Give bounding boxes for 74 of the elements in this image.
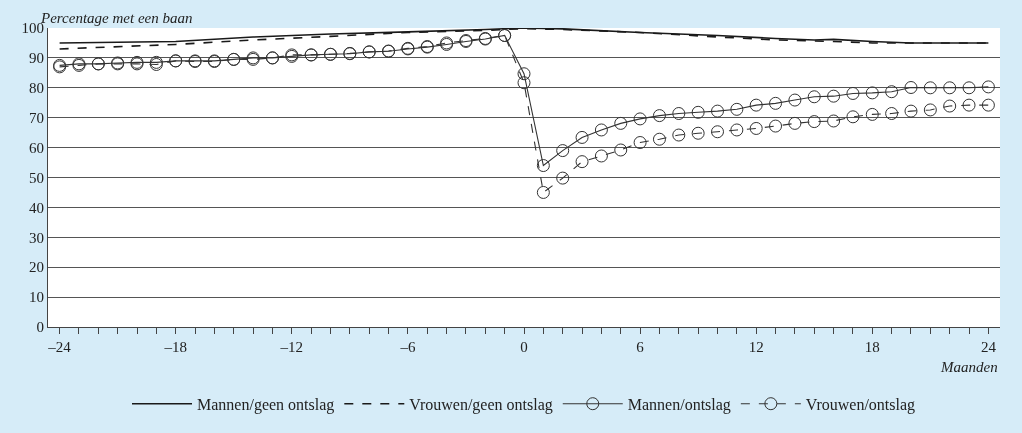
point <box>749 121 763 135</box>
x-tick-label: 0 <box>520 339 528 355</box>
y-tick-label: 30 <box>29 229 44 246</box>
point <box>711 125 724 139</box>
point <box>981 98 995 112</box>
point <box>575 155 589 169</box>
y-tick-label: 80 <box>29 80 44 97</box>
y-tick-label: 10 <box>29 289 44 306</box>
point <box>865 107 879 121</box>
point <box>652 109 666 123</box>
y-tick-label: 50 <box>29 169 44 186</box>
point <box>672 128 686 142</box>
point <box>923 103 937 117</box>
y-tick-label: 90 <box>29 50 44 67</box>
point <box>943 99 957 113</box>
y-tick-label: 40 <box>29 199 44 216</box>
point <box>846 110 860 124</box>
point <box>556 171 570 185</box>
point <box>962 81 976 95</box>
point <box>788 93 802 107</box>
point <box>730 123 744 137</box>
point <box>536 185 550 199</box>
point <box>575 130 589 144</box>
point <box>769 119 783 133</box>
point <box>904 81 918 94</box>
legend-label: Mannen/geen ontslag <box>197 395 335 414</box>
point <box>827 89 841 103</box>
x-tick-label: 6 <box>636 339 645 355</box>
point <box>846 86 860 100</box>
point <box>691 105 705 119</box>
point <box>807 115 821 129</box>
point <box>769 96 783 110</box>
point <box>981 80 995 94</box>
point <box>865 86 879 100</box>
point <box>788 116 802 130</box>
x-tick-label: 18 <box>864 339 880 355</box>
x-tick-label: –12 <box>279 339 304 355</box>
y-tick-label: 70 <box>29 109 44 126</box>
point <box>652 132 666 146</box>
point <box>691 126 705 140</box>
legend-label: Mannen/ontslag <box>627 395 731 414</box>
legend-label: Vrouwen/geen ontslag <box>409 395 553 414</box>
point <box>556 144 570 158</box>
point <box>517 76 531 90</box>
x-tick-label: –6 <box>399 339 416 355</box>
point <box>885 107 899 120</box>
point <box>633 112 647 126</box>
point <box>904 104 918 118</box>
point <box>614 143 628 157</box>
point <box>614 116 628 130</box>
point <box>536 159 550 173</box>
x-tick-label: –24 <box>47 339 72 355</box>
point <box>633 136 647 150</box>
point <box>943 81 957 95</box>
legend-label: Vrouwen/ontslag <box>805 395 916 414</box>
point <box>749 98 763 112</box>
x-axis-title: Maanden <box>940 359 998 375</box>
point <box>517 67 531 81</box>
point <box>923 81 937 95</box>
y-tick-label: 20 <box>29 259 44 276</box>
point <box>711 104 724 118</box>
point <box>807 90 821 104</box>
x-tick-label: 24 <box>980 339 997 355</box>
point <box>885 85 899 99</box>
point <box>594 149 608 163</box>
x-tick-label: 12 <box>748 339 764 355</box>
y-tick-label: 60 <box>29 139 44 156</box>
point <box>962 98 976 112</box>
point <box>672 107 686 120</box>
x-tick-label: –18 <box>163 339 187 355</box>
point <box>827 114 841 128</box>
y-tick-label: 0 <box>36 319 44 336</box>
point <box>730 102 744 116</box>
point <box>594 123 608 137</box>
